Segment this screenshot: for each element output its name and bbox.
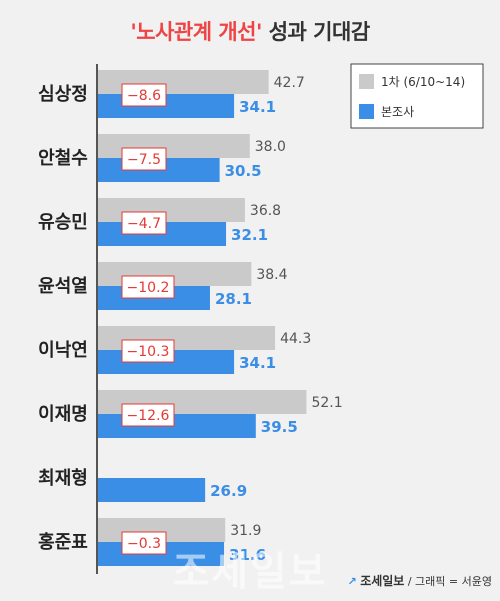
chart-title: '노사관계 개선' 성과 기대감: [0, 16, 500, 46]
value-label-first-survey: 38.0: [255, 139, 286, 155]
change-box: [121, 147, 167, 171]
change-box: [121, 339, 175, 363]
legend-swatch-first-survey: [359, 74, 374, 89]
category-label: 심상정: [38, 84, 88, 105]
value-label-main-survey: 30.5: [225, 162, 262, 180]
value-label-main-survey: 32.1: [231, 226, 268, 244]
change-label: −10.2: [127, 280, 170, 296]
value-label-first-survey: 52.1: [311, 395, 342, 411]
brand-logo-icon: ↗: [347, 575, 357, 588]
bar-main-survey: [97, 478, 206, 502]
value-label-main-survey: 34.1: [239, 98, 276, 116]
change-label: −8.6: [127, 88, 161, 104]
change-box: [121, 403, 175, 427]
value-label-main-survey: 28.1: [215, 290, 252, 308]
change-box: [121, 83, 167, 107]
legend-swatch-main-survey: [359, 104, 374, 119]
credit-line: ↗ 조세일보 / 그래픽 = 서윤영: [347, 572, 492, 589]
value-label-first-survey: 31.9: [230, 523, 261, 539]
bar-first-survey: [97, 134, 250, 158]
graphic-credit: / 그래픽 = 서윤영: [407, 575, 492, 588]
brand-name: 조세일보: [360, 574, 405, 588]
change-label: −0.3: [127, 536, 161, 552]
bar-main-survey: [97, 414, 256, 438]
value-label-main-survey: 31.6: [229, 546, 266, 564]
change-label: −7.5: [127, 152, 161, 168]
value-label-main-survey: 34.1: [239, 354, 276, 372]
category-label: 최재형: [38, 468, 88, 489]
legend-label-main-survey: 본조사: [381, 105, 414, 119]
category-label: 홍준표: [38, 531, 88, 553]
value-label-first-survey: 36.8: [250, 203, 281, 219]
bar-first-survey: [97, 198, 245, 222]
value-label-main-survey: 26.9: [210, 482, 247, 500]
chart-title-quoted: '노사관계 개선': [130, 20, 262, 44]
change-box: [121, 211, 167, 235]
value-label-first-survey: 38.4: [256, 267, 287, 283]
change-label: −4.7: [127, 216, 161, 232]
category-label: 이재명: [38, 404, 88, 425]
category-label: 이낙연: [38, 340, 88, 361]
change-label: −10.3: [127, 344, 170, 360]
change-box: [121, 275, 175, 299]
change-label: −12.6: [127, 408, 170, 424]
value-label-first-survey: 42.7: [274, 75, 305, 91]
chart-title-rest: 성과 기대감: [268, 20, 370, 44]
category-label: 안철수: [38, 148, 88, 169]
legend-label-first-survey: 1차 (6/10~14): [381, 75, 465, 89]
category-label: 윤석열: [38, 276, 88, 297]
value-label-main-survey: 39.5: [261, 418, 298, 436]
value-label-first-survey: 44.3: [280, 331, 311, 347]
change-box: [121, 531, 167, 555]
category-label: 유승민: [38, 212, 88, 233]
